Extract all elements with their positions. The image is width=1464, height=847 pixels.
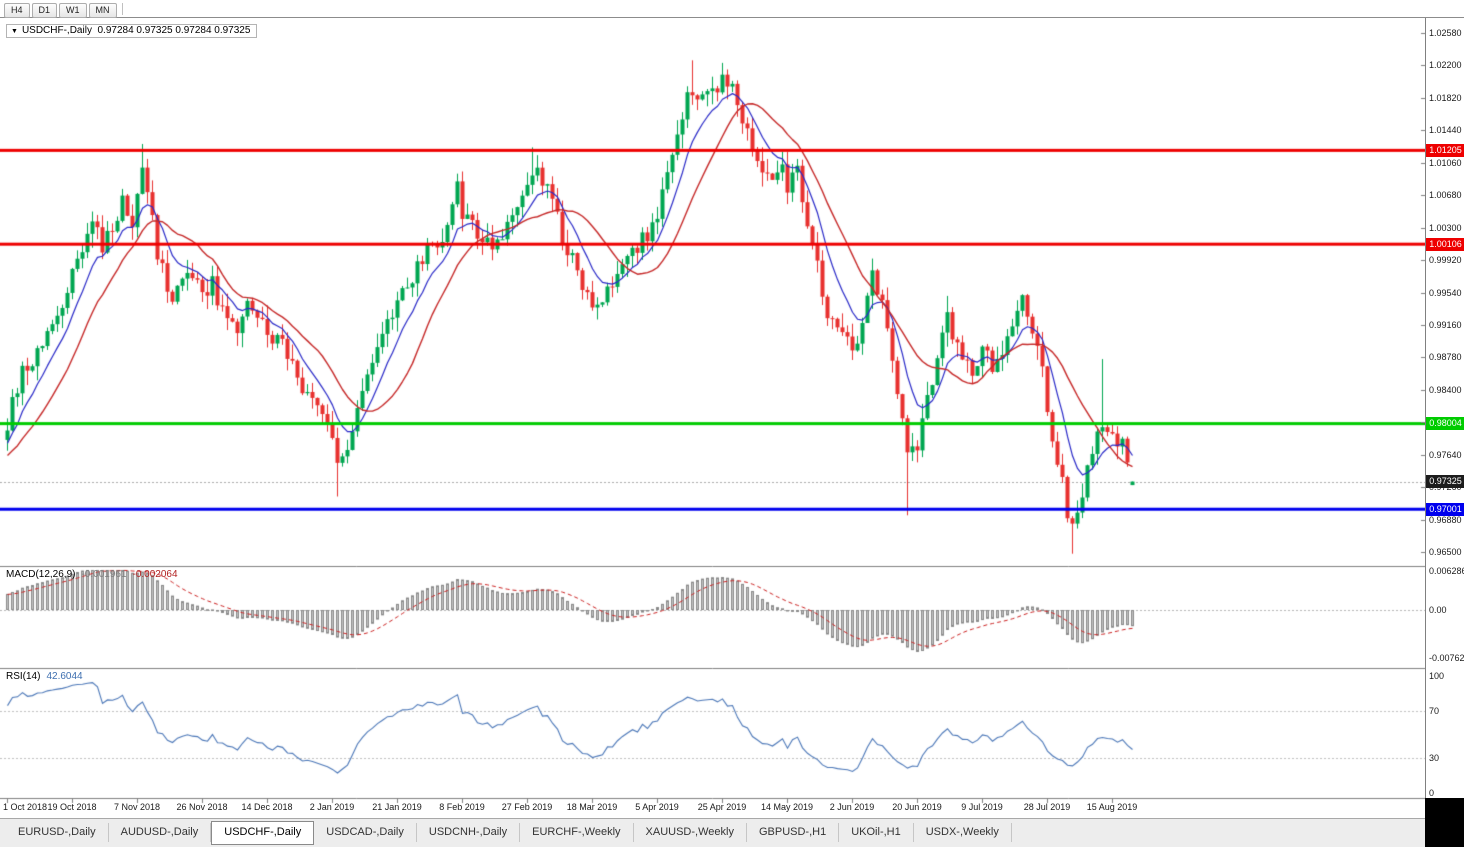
rsi-value: 42.6044 bbox=[46, 671, 83, 682]
chart-tab-xauusd[interactable]: XAUUSD-,Weekly bbox=[634, 823, 747, 842]
chart-tab-eurusd[interactable]: EURUSD-,Daily bbox=[6, 823, 109, 842]
time-axis-label: 2 Jun 2019 bbox=[829, 802, 875, 812]
chart-ohlc-title: ▼ USDCHF-,Daily 0.97284 0.97325 0.97284 0… bbox=[6, 24, 258, 38]
rsi-indicator-label: RSI(14) 42.6044 bbox=[6, 671, 83, 682]
chart-ohlc-values: 0.97284 0.97325 0.97284 0.97325 bbox=[97, 25, 251, 36]
time-axis-label: 14 Dec 2018 bbox=[241, 802, 293, 812]
price-level-tag: 0.97001 bbox=[1426, 502, 1464, 516]
time-axis-label: 28 Jul 2019 bbox=[1023, 802, 1071, 812]
price-level-tag: 0.98004 bbox=[1426, 417, 1464, 431]
time-axis-label: 5 Apr 2019 bbox=[635, 802, 679, 812]
rsi-name: RSI(14) bbox=[6, 671, 41, 682]
macd-name: MACD(12,26,9) bbox=[6, 569, 76, 580]
chart-tab-usdcad[interactable]: USDCAD-,Daily bbox=[314, 823, 417, 842]
axis-corner bbox=[1425, 798, 1464, 847]
bid-price-tag: 0.97325 bbox=[1426, 475, 1464, 489]
timeframe-button-mn[interactable]: MN bbox=[88, 3, 117, 18]
timeframe-button-h4[interactable]: H4 bbox=[4, 3, 30, 18]
price-axis-label: 1.00300 bbox=[1429, 222, 1462, 233]
price-axis-label: 1.02580 bbox=[1429, 28, 1462, 38]
chart-tab-usdchf[interactable]: USDCHF-,Daily bbox=[211, 821, 315, 845]
price-axis-label: 1.01060 bbox=[1429, 157, 1462, 168]
timeframe-button-group: H4 D1 W1 MN bbox=[0, 0, 118, 18]
price-axis-label: 1.01820 bbox=[1429, 92, 1462, 103]
chart-tabs-bar: EURUSD-,Daily AUDUSD-,Daily USDCHF-,Daily U… bbox=[0, 818, 1464, 847]
price-chart-canvas[interactable] bbox=[0, 0, 1425, 818]
time-axis[interactable]: 1 Oct 2018 19 Oct 2018 7 Nov 2018 26 Nov 20… bbox=[0, 798, 1425, 818]
macd-axis-label: 0.00 bbox=[1429, 605, 1447, 615]
macd-signal-value: -0.002064 bbox=[132, 569, 178, 580]
time-axis-label: 25 Apr 2019 bbox=[697, 802, 747, 812]
price-axis-label: 0.99920 bbox=[1429, 255, 1462, 266]
price-axis-label: 0.96500 bbox=[1429, 547, 1462, 557]
time-axis-label: 18 Mar 2019 bbox=[566, 802, 618, 812]
rsi-axis-label: 100 bbox=[1429, 671, 1445, 681]
timeframe-button-d1[interactable]: D1 bbox=[31, 3, 58, 18]
chart-dropdown-icon[interactable]: ▼ bbox=[11, 28, 18, 35]
price-level-tag: 1.01205 bbox=[1426, 143, 1464, 157]
price-axis-label: 0.98780 bbox=[1429, 352, 1462, 363]
toolbar-separator bbox=[121, 2, 123, 15]
price-axis-label: 0.97640 bbox=[1429, 449, 1462, 460]
rsi-axis-label: 0 bbox=[1429, 788, 1435, 798]
time-axis-label: 26 Nov 2018 bbox=[176, 802, 228, 812]
chart-tab-eurchf[interactable]: EURCHF-,Weekly bbox=[520, 823, 634, 842]
macd-value: -0.001961 bbox=[81, 569, 127, 580]
price-axis-label: 0.99160 bbox=[1429, 319, 1462, 330]
chart-tab-ukoil[interactable]: UKOil-,H1 bbox=[839, 823, 914, 842]
rsi-axis-label: 30 bbox=[1429, 752, 1440, 763]
price-axis-label: 1.02200 bbox=[1429, 60, 1462, 71]
chart-symbol-label: USDCHF-,Daily bbox=[21, 25, 92, 36]
price-axis-label: 0.96880 bbox=[1429, 514, 1462, 525]
timeframe-button-w1[interactable]: W1 bbox=[59, 3, 87, 18]
price-axis[interactable]: 1.02580 1.02200 1.01820 1.01440 1.01060 1.006… bbox=[1425, 18, 1464, 818]
price-axis-label: 0.98400 bbox=[1429, 384, 1462, 395]
time-axis-label: 20 Jun 2019 bbox=[892, 802, 942, 812]
time-axis-label: 19 Oct 2018 bbox=[47, 802, 97, 812]
price-axis-label: 1.01440 bbox=[1429, 125, 1462, 136]
macd-indicator-label: MACD(12,26,9) -0.001961 -0.002064 bbox=[6, 569, 178, 580]
time-axis-label: 1 Oct 2018 bbox=[3, 802, 48, 812]
chart-tab-audusd[interactable]: AUDUSD-,Daily bbox=[109, 823, 212, 842]
time-axis-label: 15 Aug 2019 bbox=[1086, 802, 1138, 812]
time-axis-label: 27 Feb 2019 bbox=[501, 802, 553, 812]
time-axis-label: 14 May 2019 bbox=[760, 802, 814, 812]
time-axis-label: 9 Jul 2019 bbox=[961, 802, 1003, 812]
time-axis-label: 2 Jan 2019 bbox=[309, 802, 355, 812]
time-axis-label: 21 Jan 2019 bbox=[372, 802, 422, 812]
time-axis-label: 7 Nov 2018 bbox=[113, 802, 161, 812]
macd-axis-label: -0.00762 bbox=[1429, 653, 1464, 663]
price-axis-label: 1.00680 bbox=[1429, 190, 1462, 201]
price-axis-label: 0.99540 bbox=[1429, 287, 1462, 298]
time-axis-label: 8 Feb 2019 bbox=[439, 802, 485, 812]
price-level-tag: 1.00106 bbox=[1426, 237, 1464, 251]
rsi-axis-label: 70 bbox=[1429, 706, 1440, 717]
chart-tab-usdcnh[interactable]: USDCNH-,Daily bbox=[417, 823, 521, 842]
chart-tab-gbpusd[interactable]: GBPUSD-,H1 bbox=[747, 823, 840, 842]
timeframe-toolbar: H4 D1 W1 MN bbox=[0, 0, 1464, 18]
chart-tab-usdx[interactable]: USDX-,Weekly bbox=[914, 823, 1012, 842]
macd-axis-label: 0.006286 bbox=[1429, 566, 1464, 576]
